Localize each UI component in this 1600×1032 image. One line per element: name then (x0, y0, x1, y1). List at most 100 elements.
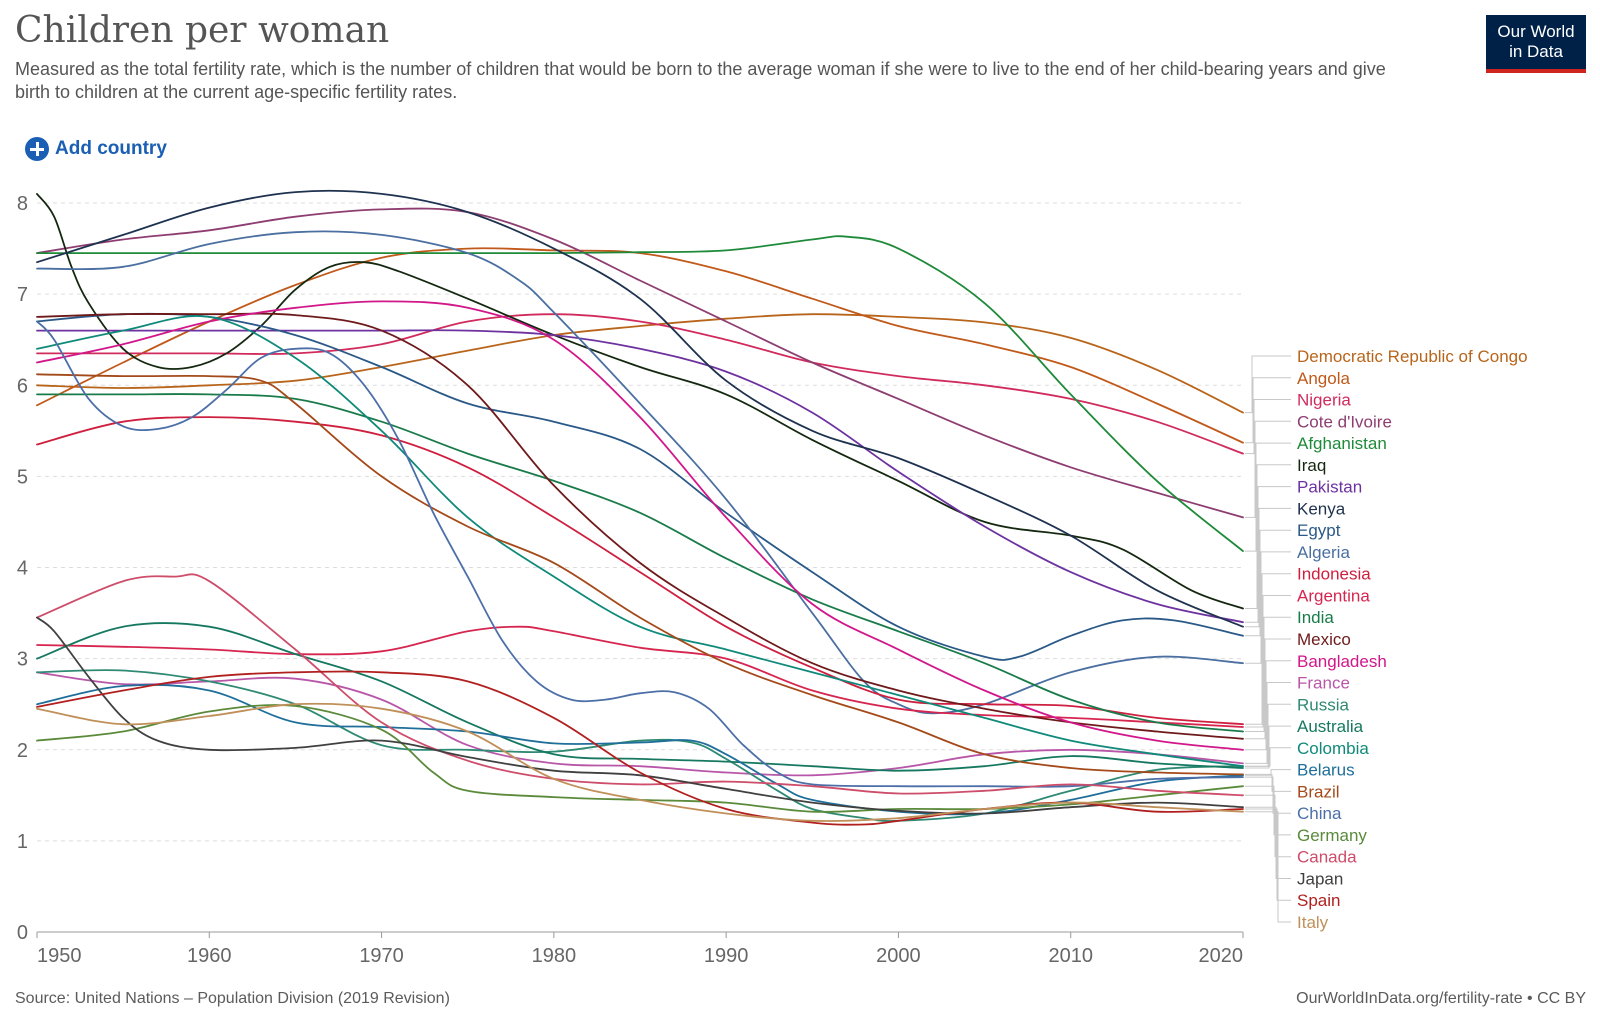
add-country-button[interactable]: Add country (25, 137, 167, 161)
legend-connector (1245, 773, 1291, 792)
legend-label-bangladesh: Bangladesh (1297, 652, 1387, 671)
x-tick-label: 2000 (876, 945, 921, 967)
legend-connector (1245, 785, 1291, 836)
legend-label-italy: Italy (1297, 913, 1329, 932)
axis-layer: 0 1 2 3 4 5 6 7 8 1950 1960 1970 1980 1990 2000 2010 202… (17, 193, 1244, 967)
legend-connector (1245, 682, 1291, 764)
series-line-france (36, 671, 1244, 777)
series-line-mexico (36, 312, 1244, 740)
series-line-indonesia (36, 416, 1244, 726)
legend-label-algeria: Algeria (1297, 543, 1350, 562)
x-tick-label: 1980 (532, 945, 577, 967)
legend-label-nigeria: Nigeria (1297, 391, 1351, 410)
x-tick-label: 1950 (37, 945, 82, 967)
series-line-germany (36, 704, 1244, 813)
legend-label-colombia: Colombia (1297, 739, 1369, 758)
page-title: Children per woman (15, 10, 390, 51)
legend-label-pakistan: Pakistan (1297, 478, 1362, 497)
grid-layer (37, 202, 1243, 842)
legend-label-egypt: Egypt (1297, 521, 1341, 540)
legend-label-brazil: Brazil (1297, 782, 1340, 801)
series-line-colombia (36, 315, 1244, 768)
y-tick-label: 6 (17, 375, 28, 397)
source-note: Source: United Nations – Population Divi… (15, 990, 450, 1007)
series-line-algeria (36, 230, 1244, 715)
y-tick-label: 1 (17, 831, 28, 853)
series-line-cote-d-ivoire (36, 207, 1244, 519)
legend-connector (1245, 725, 1291, 769)
legend-label-iraq: Iraq (1297, 456, 1326, 475)
series-line-egypt (36, 312, 1244, 661)
legend-connector (1245, 529, 1291, 637)
legend-label-japan: Japan (1297, 869, 1343, 888)
legend-connector (1245, 616, 1291, 732)
add-country-label: Add country (55, 138, 167, 159)
legend-label-france: France (1297, 674, 1350, 693)
series-line-bangladesh (36, 300, 1244, 751)
legend-label-kenya: Kenya (1297, 499, 1346, 518)
x-tick-label: 1990 (704, 945, 749, 967)
series-line-japan (36, 616, 1244, 815)
y-tick-label: 4 (17, 558, 28, 580)
legend-layer: Democratic Republic of Congo Angola Nigeri… (1245, 347, 1528, 932)
legend-label-cote-d-ivoire: Cote d'Ivoire (1297, 412, 1392, 431)
series-line-italy (36, 702, 1244, 822)
legend-connector (1245, 486, 1291, 623)
legend-connector (1245, 442, 1291, 552)
x-tick-label: 2010 (1048, 945, 1093, 967)
logo-line-1: Our World (1497, 22, 1575, 41)
series-line-pakistan (36, 329, 1244, 624)
legend-label-india: India (1297, 608, 1334, 627)
legend-connector (1245, 808, 1291, 901)
owid-logo[interactable]: Our World in Data (1486, 15, 1586, 73)
x-tick-label: 1970 (359, 945, 404, 967)
legend-connector (1245, 399, 1291, 455)
legend-label-angola: Angola (1297, 369, 1350, 388)
x-tick-label: 2020 (1199, 945, 1244, 967)
legend-label-belarus: Belarus (1297, 761, 1355, 780)
legend-connector (1245, 660, 1291, 751)
y-tick-label: 0 (17, 922, 28, 944)
legend-connector (1245, 703, 1291, 767)
series-line-canada (36, 573, 1244, 797)
series-line-afghanistan (36, 235, 1244, 552)
legend-connector (1245, 806, 1291, 879)
series-layer (36, 189, 1244, 826)
legend-connector (1245, 811, 1291, 923)
legend-label-spain: Spain (1297, 891, 1340, 910)
footer-credit-link[interactable]: OurWorldInData.org/fertility-rate • CC B… (1296, 990, 1586, 1007)
series-line-democratic-republic-of-congo (36, 313, 1244, 414)
legend-connector (1245, 355, 1291, 414)
legend-label-canada: Canada (1297, 848, 1357, 867)
series-line-australia (36, 622, 1244, 772)
legend-connector (1245, 464, 1291, 609)
logo-line-2: in Data (1509, 42, 1563, 61)
legend-connector (1245, 794, 1291, 858)
series-line-brazil (36, 373, 1244, 776)
legend-label-afghanistan: Afghanistan (1297, 434, 1387, 453)
legend-connector (1245, 638, 1291, 740)
legend-connector (1245, 747, 1291, 767)
series-line-iraq (36, 193, 1244, 610)
legend-connector (1245, 507, 1291, 628)
series-line-kenya (36, 189, 1244, 628)
series-line-china (36, 320, 1244, 788)
y-tick-label: 7 (17, 284, 28, 306)
x-tick-label: 1960 (187, 945, 232, 967)
y-tick-label: 5 (17, 466, 28, 488)
plus-circle-icon (25, 137, 49, 161)
legend-connector (1245, 573, 1291, 725)
series-line-nigeria (36, 313, 1244, 455)
y-tick-label: 8 (17, 193, 28, 215)
legend-connector (1245, 551, 1291, 664)
series-line-angola (36, 247, 1244, 444)
legend-label-democratic-republic-of-congo: Democratic Republic of Congo (1297, 347, 1528, 366)
series-line-india (36, 393, 1244, 733)
legend-label-australia: Australia (1297, 717, 1364, 736)
legend-connector (1245, 595, 1291, 728)
y-tick-label: 3 (17, 649, 28, 671)
legend-label-russia: Russia (1297, 695, 1350, 714)
legend-label-mexico: Mexico (1297, 630, 1351, 649)
legend-connector (1245, 420, 1291, 518)
